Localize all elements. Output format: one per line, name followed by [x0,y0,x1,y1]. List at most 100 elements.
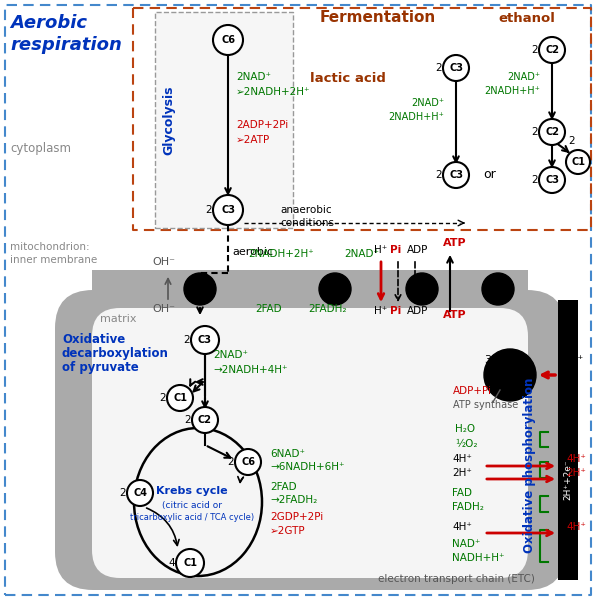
Text: 2: 2 [435,63,442,73]
Text: C6: C6 [241,457,255,467]
Text: mitochondrion:: mitochondrion: [10,242,89,252]
Text: ➢2NADH+2H⁺: ➢2NADH+2H⁺ [236,87,311,97]
Circle shape [539,37,565,63]
Text: aerobic: aerobic [232,247,273,257]
Circle shape [566,150,590,174]
Text: 2: 2 [435,170,442,180]
Text: electron transport chain (ETC): electron transport chain (ETC) [378,574,535,584]
Text: H⁺: H⁺ [374,306,387,316]
Text: 4H⁺: 4H⁺ [452,522,472,532]
Text: 2GDP+2Pi: 2GDP+2Pi [270,512,323,522]
Text: ➢2GTP: ➢2GTP [270,526,306,536]
Text: ½O₂: ½O₂ [455,439,477,449]
Text: 2FADH₂: 2FADH₂ [308,304,346,314]
Text: 4H⁺: 4H⁺ [452,454,472,464]
Text: 2NADH+2H⁺: 2NADH+2H⁺ [248,249,313,259]
Text: C6: C6 [221,35,235,45]
Text: Aerobic: Aerobic [10,14,87,32]
Text: conditions: conditions [280,218,334,228]
Text: 6NAD⁺: 6NAD⁺ [270,449,305,459]
FancyBboxPatch shape [55,290,565,590]
Text: 4H⁺: 4H⁺ [566,522,586,532]
Text: →2NADH+4H⁺: →2NADH+4H⁺ [213,365,287,375]
Circle shape [176,549,204,577]
Text: NAD⁺: NAD⁺ [452,539,480,549]
Text: 2: 2 [228,457,234,467]
Text: ATP synthase: ATP synthase [453,400,519,410]
Text: 2: 2 [532,175,538,185]
Circle shape [443,55,469,81]
Text: 2: 2 [532,45,538,55]
Text: Pi: Pi [390,245,401,255]
Text: 2H⁺: 2H⁺ [566,468,586,478]
Text: 3H⁺: 3H⁺ [562,355,583,365]
Circle shape [443,162,469,188]
Text: 2: 2 [184,335,190,345]
Text: inner membrane: inner membrane [10,255,97,265]
Text: H⁺: H⁺ [374,245,387,255]
Text: ADP: ADP [407,306,429,316]
Text: FAD: FAD [452,488,472,498]
Text: 2: 2 [532,127,538,137]
Circle shape [213,195,243,225]
Text: 4H⁺: 4H⁺ [566,454,586,464]
Text: →6NADH+6H⁺: →6NADH+6H⁺ [270,462,344,472]
Circle shape [235,449,261,475]
Text: C2: C2 [545,45,559,55]
Text: OH⁻: OH⁻ [152,257,175,267]
Text: C3: C3 [449,63,463,73]
Text: FADH₂: FADH₂ [452,502,484,512]
Text: ATP: ATP [443,238,467,248]
Circle shape [184,273,216,305]
Text: C3: C3 [449,170,463,180]
Text: 2: 2 [119,488,126,498]
Text: Pi: Pi [390,306,401,316]
Text: 2H⁺+2e⁻: 2H⁺+2e⁻ [563,460,573,500]
Circle shape [539,167,565,193]
Text: ➢2ATP: ➢2ATP [236,135,270,145]
Text: Glycolysis: Glycolysis [163,85,175,155]
Circle shape [406,273,438,305]
Text: tricarboxylic acid / TCA cycle): tricarboxylic acid / TCA cycle) [130,513,254,522]
Text: anaerobic: anaerobic [280,205,331,215]
Text: respiration: respiration [10,36,122,54]
FancyBboxPatch shape [155,12,293,228]
Text: 2NAD⁺: 2NAD⁺ [213,350,248,360]
Text: (citric acid or: (citric acid or [162,501,222,510]
Text: Krebs cycle: Krebs cycle [156,486,228,496]
Text: cytoplasm: cytoplasm [10,142,71,155]
Circle shape [319,273,351,305]
Text: C2: C2 [198,415,212,425]
Text: matrix: matrix [100,314,136,324]
Text: C3: C3 [221,205,235,215]
Text: Fermentation: Fermentation [320,10,436,25]
Text: ADP+Pi: ADP+Pi [453,386,492,396]
Text: C2: C2 [545,127,559,137]
Circle shape [539,119,565,145]
Text: C4: C4 [133,488,147,498]
Text: 2H⁺: 2H⁺ [452,468,472,478]
Text: C1: C1 [173,393,187,403]
Text: 2NADH+H⁺: 2NADH+H⁺ [388,112,444,122]
Text: 2NAD⁺: 2NAD⁺ [344,249,379,259]
Text: C1: C1 [571,157,585,167]
Text: 2NAD⁺: 2NAD⁺ [411,98,444,108]
Text: of pyruvate: of pyruvate [62,361,139,374]
Text: 2: 2 [159,393,166,403]
Text: lactic acid: lactic acid [310,72,386,85]
Circle shape [191,326,219,354]
Bar [92,270,528,308]
Text: 2ADP+2Pi: 2ADP+2Pi [236,120,288,130]
FancyBboxPatch shape [92,308,528,578]
Circle shape [213,25,243,55]
Text: 3H⁺: 3H⁺ [484,355,505,365]
Text: 2: 2 [206,205,212,215]
Text: 2NADH+H⁺: 2NADH+H⁺ [484,86,540,96]
Circle shape [484,349,536,401]
Circle shape [192,407,218,433]
Circle shape [482,273,514,305]
Circle shape [127,480,153,506]
Text: C1: C1 [183,558,197,568]
Circle shape [167,385,193,411]
Text: ATP: ATP [443,310,467,320]
